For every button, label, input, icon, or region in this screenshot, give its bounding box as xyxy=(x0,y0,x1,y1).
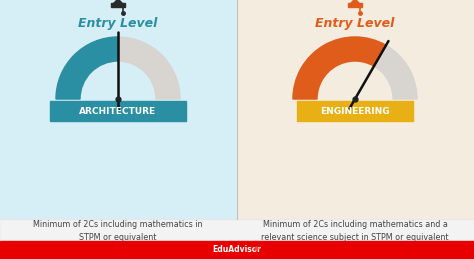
Wedge shape xyxy=(293,37,386,99)
Bar xyxy=(0,219,474,241)
Polygon shape xyxy=(114,0,122,5)
Wedge shape xyxy=(56,37,118,99)
Text: EduAdvisor: EduAdvisor xyxy=(212,246,262,255)
Bar xyxy=(348,3,362,7)
Text: ARCHITECTURE: ARCHITECTURE xyxy=(80,106,156,116)
Text: Minimum of 2Cs including mathematics and a
relevant science subject in STPM or e: Minimum of 2Cs including mathematics and… xyxy=(261,220,449,242)
Text: Minimum of 2Cs including mathematics in
STPM or equivalent: Minimum of 2Cs including mathematics in … xyxy=(33,220,203,242)
Bar xyxy=(50,101,186,121)
Bar xyxy=(0,241,474,259)
Text: Entry Level: Entry Level xyxy=(315,17,395,30)
Polygon shape xyxy=(351,0,359,5)
Bar xyxy=(297,101,413,121)
Bar xyxy=(237,0,474,219)
Bar xyxy=(111,3,125,7)
Wedge shape xyxy=(293,37,417,99)
Bar xyxy=(0,0,237,219)
Text: ENGINEERING: ENGINEERING xyxy=(320,106,390,116)
Text: Entry Level: Entry Level xyxy=(78,17,158,30)
Wedge shape xyxy=(56,37,180,99)
